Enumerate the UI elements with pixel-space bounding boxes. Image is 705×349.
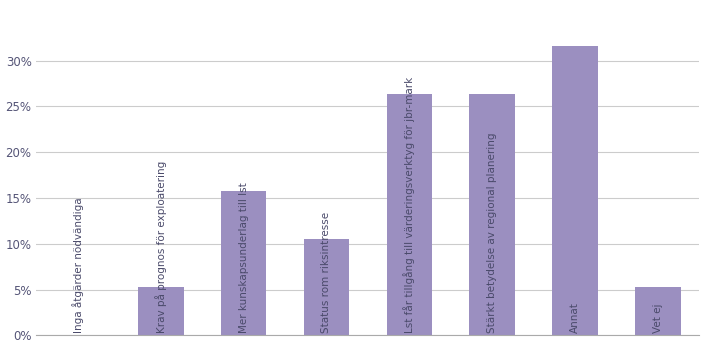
Bar <box>635 287 681 335</box>
Bar <box>221 191 266 335</box>
Text: Stärkt betydelse av regional planering: Stärkt betydelse av regional planering <box>487 132 497 333</box>
Text: Lst får tillgång till värderingsverktyg för jbr-mark: Lst får tillgång till värderingsverktyg … <box>403 76 415 333</box>
Bar <box>470 95 515 335</box>
Text: Annat: Annat <box>570 302 580 333</box>
Text: Inga åtgärder nödvändiga: Inga åtgärder nödvändiga <box>72 197 84 333</box>
Bar <box>386 95 432 335</box>
Text: Krav på prognos för exploatering: Krav på prognos för exploatering <box>155 161 166 333</box>
Text: Mer kunskapsunderlag till lst: Mer kunskapsunderlag till lst <box>238 182 249 333</box>
Bar <box>304 239 349 335</box>
Bar <box>138 287 183 335</box>
Text: Vet ej: Vet ej <box>653 303 663 333</box>
Bar <box>552 46 598 335</box>
Text: Status rom riksintresse: Status rom riksintresse <box>321 211 331 333</box>
